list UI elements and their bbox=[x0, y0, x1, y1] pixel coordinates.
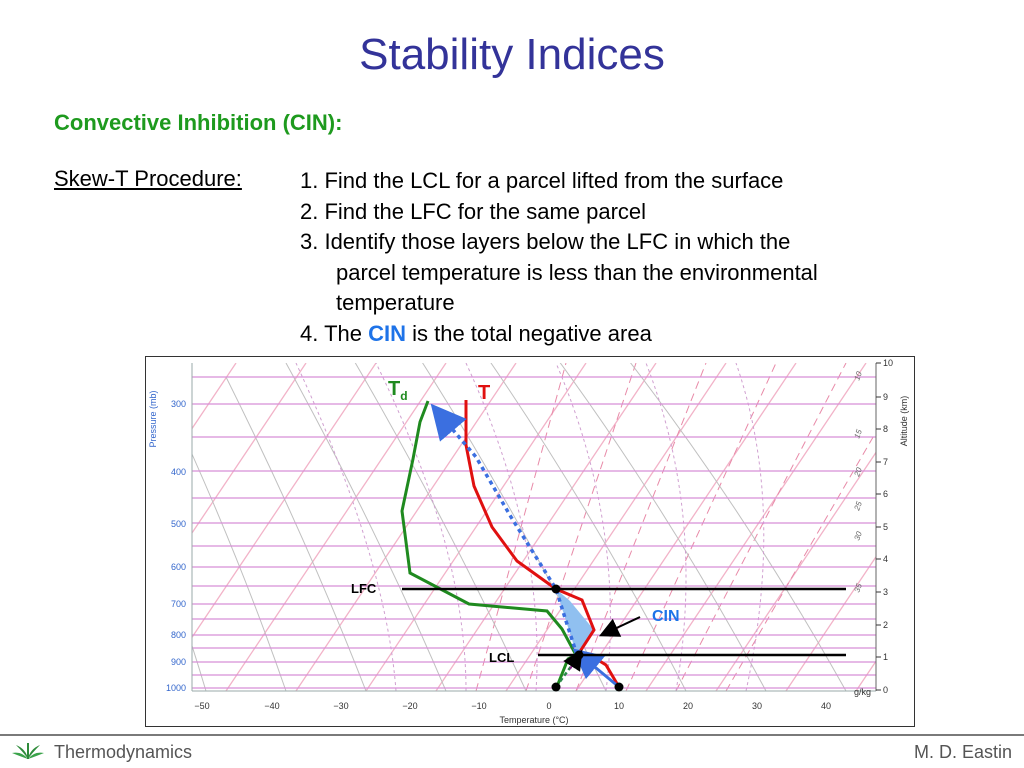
step-4-cin: CIN bbox=[368, 320, 406, 346]
lcl-label: LCL bbox=[489, 650, 514, 665]
pressure-tick: 800 bbox=[171, 630, 186, 640]
step-4-suffix: is the total negative area bbox=[405, 320, 652, 346]
lfc-label: LFC bbox=[351, 581, 377, 596]
temperature-tick: 0 bbox=[546, 701, 551, 711]
mixing-ratio-unit: g/kg bbox=[854, 687, 871, 697]
pressure-axis-label: Pressure (mb) bbox=[148, 390, 158, 447]
step-4-prefix: 4. The bbox=[300, 320, 369, 346]
temperature-tick: −40 bbox=[264, 701, 279, 711]
dewpoint-label-main: T bbox=[388, 378, 400, 400]
mixing-ratio-labels: 10 15 20 25 30 35 g/kg bbox=[852, 370, 871, 697]
pressure-tick: 400 bbox=[171, 467, 186, 477]
altitude-tick: 9 bbox=[883, 392, 888, 402]
dewpoint-label: Td bbox=[388, 378, 408, 403]
temperature-tick: 20 bbox=[683, 701, 693, 711]
altitude-tick: 10 bbox=[883, 358, 893, 368]
altitude-tick: 5 bbox=[883, 522, 888, 532]
leaf-logo-icon bbox=[10, 741, 46, 766]
temperature-profile bbox=[464, 400, 621, 688]
temperature-tick: −10 bbox=[471, 701, 486, 711]
altitude-tick: 7 bbox=[883, 457, 888, 467]
background-grid bbox=[192, 363, 876, 691]
temperature-tick: −50 bbox=[194, 701, 209, 711]
altitude-tick: 8 bbox=[883, 424, 888, 434]
altitude-tick: 1 bbox=[883, 652, 888, 662]
mixing-ratio-label: 30 bbox=[852, 530, 864, 542]
temperature-axis: −50 −40 −30 −20 −10 0 10 20 30 40 Temper… bbox=[194, 701, 831, 725]
footer-bar: Thermodynamics M. D. Eastin bbox=[0, 734, 1024, 768]
surface-dewpoint-point bbox=[551, 682, 561, 692]
step-3-continued: parcel temperature is less than the envi… bbox=[336, 259, 818, 285]
pressure-tick: 600 bbox=[171, 562, 186, 572]
step-3-continued-2: temperature bbox=[336, 290, 455, 315]
altitude-tick: 0 bbox=[883, 685, 888, 695]
section-heading: Convective Inhibition (CIN): bbox=[54, 110, 343, 135]
pressure-tick: 500 bbox=[171, 519, 186, 529]
step-1: 1. Find the LCL for a parcel lifted from… bbox=[300, 168, 784, 193]
temperature-tick: −20 bbox=[402, 701, 417, 711]
mixing-ratio-label: 15 bbox=[852, 428, 864, 440]
footer-course: Thermodynamics bbox=[54, 742, 193, 762]
altitude-tick: 6 bbox=[883, 489, 888, 499]
slide-title: Stability Indices bbox=[359, 30, 665, 79]
parcel-mixing-ratio-path bbox=[554, 660, 577, 688]
step-3: 3. Identify those layers below the LFC i… bbox=[300, 229, 791, 254]
mixing-ratio-label: 10 bbox=[852, 370, 864, 382]
cin-pointer bbox=[598, 616, 641, 637]
lfc-point bbox=[551, 584, 561, 594]
footer-author: M. D. Eastin bbox=[913, 742, 1012, 762]
temperature-tick: −30 bbox=[333, 701, 348, 711]
temperature-tick: 10 bbox=[614, 701, 624, 711]
temperature-label: T bbox=[478, 382, 490, 404]
step-4: 4. The CIN is the total negative area bbox=[300, 319, 818, 350]
altitude-axis: 10 9 8 7 6 5 4 3 2 1 0 Altitude (km) bbox=[876, 358, 909, 695]
parcel-moist-adiabat bbox=[430, 403, 579, 656]
mixing-ratio-label: 25 bbox=[852, 500, 864, 513]
temperature-tick: 30 bbox=[752, 701, 762, 711]
step-2: 2. Find the LFC for the same parcel bbox=[300, 198, 647, 224]
temperature-tick: 40 bbox=[821, 701, 831, 711]
surface-temperature-point bbox=[614, 682, 624, 692]
pressure-tick: 1000 bbox=[166, 683, 186, 693]
pressure-tick: 700 bbox=[171, 599, 186, 609]
parcel-mixing-ratio-arrow bbox=[563, 649, 583, 672]
dewpoint-label-sub: d bbox=[400, 389, 407, 403]
altitude-tick: 2 bbox=[883, 620, 888, 630]
mixing-ratio-label: 35 bbox=[852, 582, 864, 594]
pressure-axis: Pressure (mb) 300 400 500 600 700 800 90… bbox=[148, 390, 186, 693]
dewpoint-profile bbox=[400, 400, 579, 690]
altitude-tick: 4 bbox=[883, 554, 888, 564]
altitude-tick: 3 bbox=[883, 587, 888, 597]
pressure-tick: 300 bbox=[171, 399, 186, 409]
skew-t-diagram: Pressure (mb) 300 400 500 600 700 800 90… bbox=[145, 356, 915, 727]
procedure-label: Skew-T Procedure: bbox=[54, 166, 242, 191]
lcl-point bbox=[574, 650, 584, 660]
temperature-axis-label: Temperature (°C) bbox=[499, 715, 568, 725]
cin-area bbox=[556, 589, 594, 655]
altitude-axis-label: Altitude (km) bbox=[899, 396, 909, 447]
pressure-tick: 900 bbox=[171, 657, 186, 667]
mixing-ratio-label: 20 bbox=[852, 466, 864, 479]
parcel-dry-adiabat bbox=[572, 648, 620, 689]
cin-label: CIN bbox=[652, 608, 680, 625]
procedure-steps: 1. Find the LCL for a parcel lifted from… bbox=[300, 166, 818, 349]
